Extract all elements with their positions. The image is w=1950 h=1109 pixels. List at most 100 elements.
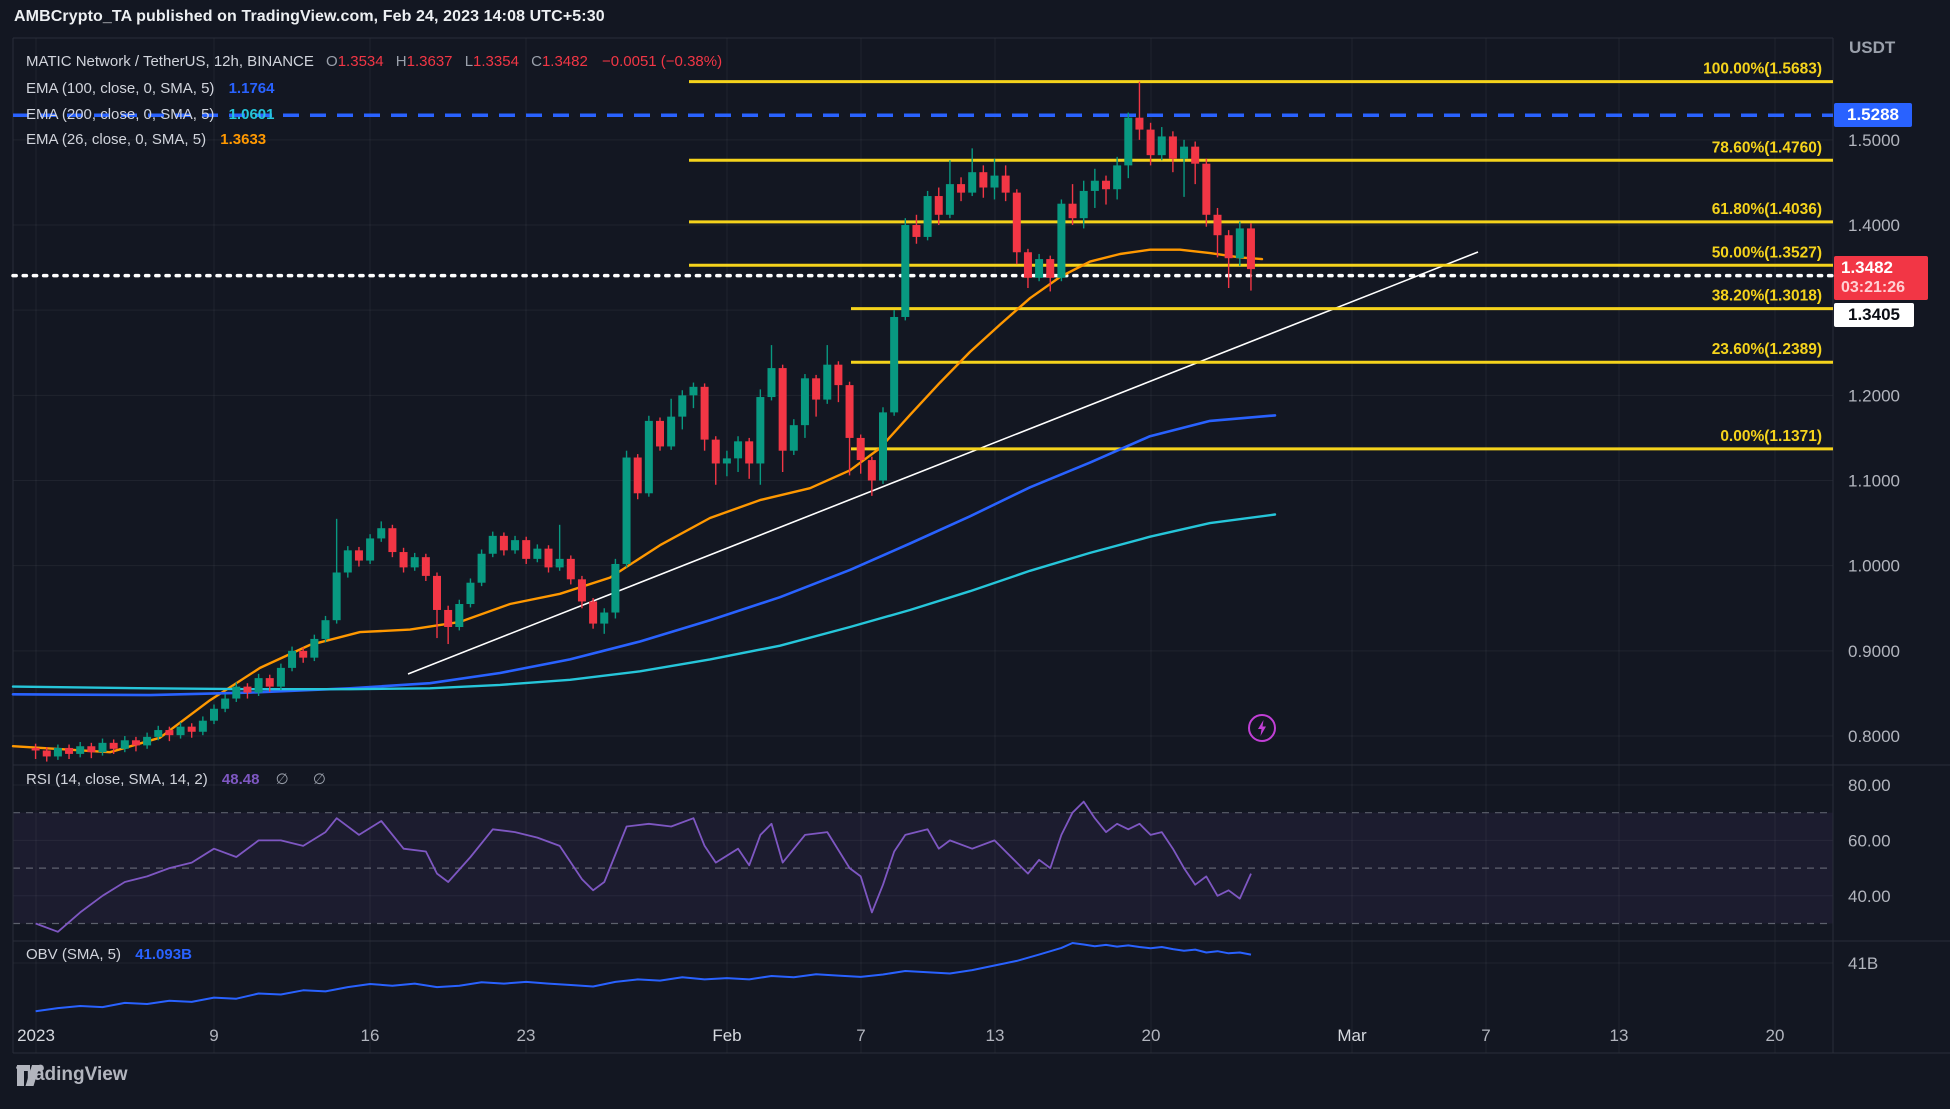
candle-body: [321, 620, 330, 639]
candle-body: [934, 196, 943, 215]
candle-body: [265, 678, 274, 687]
time-axis-label[interactable]: Feb: [712, 1026, 741, 1045]
lightning-circle: [1248, 714, 1276, 742]
candle-body: [689, 386, 698, 396]
candle-body: [154, 730, 163, 737]
candle-body: [633, 457, 642, 494]
close-value: 1.3482: [541, 53, 588, 70]
fib-label: 23.60%(1.2389): [1712, 341, 1822, 358]
candle-body: [734, 441, 743, 459]
time-axis-label[interactable]: 13: [1610, 1026, 1629, 1045]
time-axis-label[interactable]: 13: [986, 1026, 1005, 1045]
candle-body: [31, 747, 40, 751]
ema200-legend[interactable]: EMA (200, close, 0, SMA, 5) 1.0601: [26, 106, 274, 123]
tradingview-footer[interactable]: TradingView: [16, 1064, 128, 1086]
time-axis-label[interactable]: 7: [856, 1026, 865, 1045]
obv-axis-label: 41B: [1848, 954, 1878, 973]
candle-body: [120, 740, 129, 749]
fib-label: 0.00%(1.1371): [1720, 428, 1822, 445]
tradingview-brand[interactable]: TradingView: [16, 1064, 128, 1085]
time-axis-label[interactable]: 20: [1142, 1026, 1161, 1045]
time-axis[interactable]: 2023 9 16 23 Feb 7 13 20 Mar 7 13 20: [17, 1026, 1784, 1045]
symbol-title[interactable]: MATIC Network / TetherUS, 12h, BINANCE: [26, 53, 314, 70]
tradingview-logo-icon: [17, 1064, 44, 1086]
candle-body: [789, 425, 798, 451]
ema100-legend[interactable]: EMA (100, close, 0, SMA, 5) 1.1764: [26, 80, 274, 97]
candle-body: [756, 397, 765, 464]
time-axis-label[interactable]: Mar: [1337, 1026, 1367, 1045]
candle-body: [310, 638, 319, 658]
ema200-value: 1.0601: [228, 106, 275, 123]
pane-borders: [12, 37, 1950, 1054]
candle-body: [1046, 259, 1055, 278]
obv-legend[interactable]: OBV (SMA, 5) 41.093B: [26, 946, 192, 963]
ema200-label[interactable]: EMA (200, close, 0, SMA, 5): [26, 106, 215, 123]
candle-body: [109, 742, 118, 749]
price-axis-label: 1.2000: [1848, 386, 1900, 405]
rsi-axis-label: 40.00: [1848, 887, 1891, 906]
candle-body: [176, 726, 185, 736]
low-label: L: [464, 53, 474, 70]
fib-label: 78.60%(1.4760): [1712, 139, 1822, 156]
rsi-legend[interactable]: RSI (14, close, SMA, 14, 2) 48.48 ∅ ∅: [26, 770, 336, 788]
candle-body: [254, 678, 263, 693]
candle-body: [410, 557, 419, 568]
symbol-legend[interactable]: MATIC Network / TetherUS, 12h, BINANCE O…: [26, 53, 722, 70]
fibonacci-retracement[interactable]: 100.00%(1.5683) 78.60%(1.4760) 61.80%(1.40…: [689, 61, 1833, 451]
candle-body: [1023, 252, 1032, 278]
time-axis-label[interactable]: 9: [209, 1026, 218, 1045]
candle-body: [221, 698, 230, 709]
price-axis-label: 0.9000: [1848, 642, 1900, 661]
candle-body: [1246, 228, 1255, 270]
candle-body: [377, 528, 386, 539]
rsi-line[interactable]: [35, 800, 1252, 933]
candle-body: [544, 548, 553, 568]
obv-label[interactable]: OBV (SMA, 5): [26, 946, 122, 963]
rsi-value: 48.48: [221, 771, 260, 788]
lightning-icon[interactable]: [1248, 714, 1276, 742]
time-axis-label[interactable]: 23: [517, 1026, 536, 1045]
obv-line[interactable]: [35, 942, 1252, 1013]
time-axis-label[interactable]: 16: [361, 1026, 380, 1045]
obv-value: 41.093B: [135, 946, 192, 963]
price-axis-label: 1.1000: [1848, 472, 1900, 491]
ema-line-ema200[interactable]: [11, 513, 1277, 691]
time-axis-label[interactable]: 20: [1766, 1026, 1785, 1045]
high-label: H: [395, 53, 407, 70]
high-value: 1.3637: [406, 53, 453, 70]
candle-body: [511, 540, 520, 551]
drawing-price-badge[interactable]: 1.3405: [1834, 303, 1914, 327]
candle-body: [879, 412, 887, 481]
quote-currency-label: USDT: [1849, 38, 1896, 57]
change-value: −0.0051 (−0.38%): [602, 53, 723, 70]
candle-body: [611, 563, 620, 613]
time-axis-label[interactable]: 2023: [17, 1026, 55, 1045]
candle-body: [288, 650, 297, 668]
candle-body: [1068, 203, 1077, 219]
rsi-label[interactable]: RSI (14, close, SMA, 14, 2): [26, 771, 208, 788]
candlestick-series[interactable]: [31, 81, 1255, 762]
candle-body: [767, 368, 776, 398]
alert-price-badge[interactable]: 1.5288: [1834, 103, 1912, 127]
candle-body: [1202, 163, 1211, 215]
price-axis[interactable]: 1.5000 1.4000 1.2000 1.1000 1.0000 0.9000 0.80…: [1848, 131, 1900, 973]
candle-body: [812, 378, 821, 400]
ema26-label[interactable]: EMA (26, close, 0, SMA, 5): [26, 131, 207, 148]
rsi-axis-label: 60.00: [1848, 831, 1891, 850]
time-axis-label[interactable]: 7: [1481, 1026, 1490, 1045]
open-value: 1.3534: [337, 53, 384, 70]
ascending-trendline[interactable]: [407, 251, 1479, 675]
candle-body: [1102, 180, 1110, 190]
candle-body: [65, 747, 74, 754]
rsi-axis-label: 80.00: [1848, 776, 1891, 795]
candle-body: [1168, 136, 1177, 159]
price-axis-label: 1.0000: [1848, 557, 1900, 576]
candle-body: [1213, 214, 1222, 236]
ema100-label[interactable]: EMA (100, close, 0, SMA, 5): [26, 80, 215, 97]
drawing-price-text: 1.3405: [1848, 305, 1900, 324]
last-price-badge[interactable]: 1.3482 03:21:26: [1834, 256, 1928, 300]
ema-line-ema26[interactable]: [11, 248, 1264, 754]
ema26-legend[interactable]: EMA (26, close, 0, SMA, 5) 1.3633: [26, 131, 266, 148]
